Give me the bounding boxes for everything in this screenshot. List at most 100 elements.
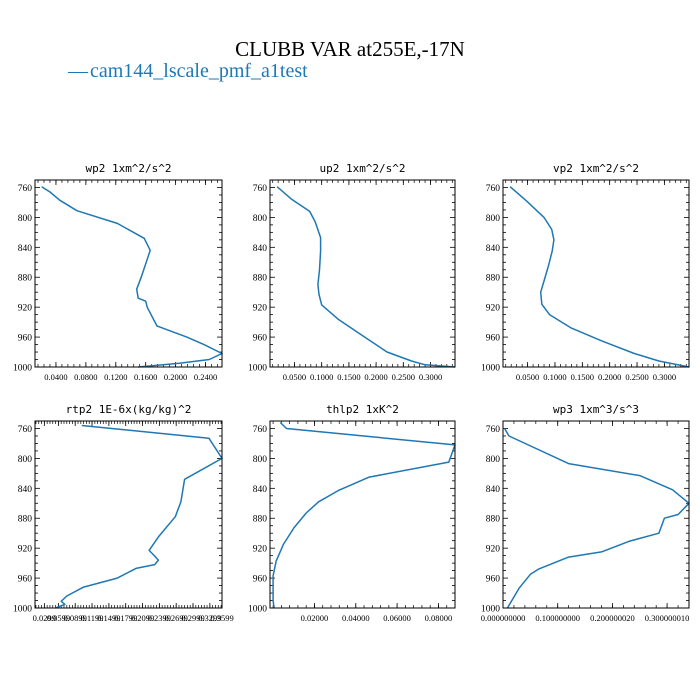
panel-title: thlp2 1xK^2: [326, 403, 399, 416]
x-tick-label: 0.3000: [419, 372, 442, 382]
x-tick-label: 0.1500: [571, 372, 594, 382]
y-tick-label: 880: [18, 274, 33, 284]
panel-title: rtp2 1E-6x(kg/kg)^2: [66, 403, 192, 416]
series-line: [55, 424, 223, 609]
y-tick-label: 920: [253, 545, 268, 555]
y-tick-label: 800: [486, 214, 501, 224]
y-tick-label: 880: [486, 515, 501, 525]
x-tick-label: 0.3000: [653, 372, 676, 382]
y-tick-label: 760: [253, 425, 268, 435]
y-tick-label: 920: [486, 304, 501, 314]
panel-3: vp2 1xm^2/s^2 760 800 840 880 920 960 1000 0.050…: [481, 162, 690, 382]
x-tick-label: 0.1600: [134, 372, 157, 382]
y-tick-label: 960: [253, 575, 268, 585]
y-tick-label: 760: [18, 184, 33, 194]
y-tick-label: 840: [486, 244, 501, 254]
y-tick-label: 800: [486, 455, 501, 465]
x-tick-label: 0.100000000: [535, 613, 580, 623]
x-tick-label: 0.1200: [104, 372, 127, 382]
x-tick-label: 0.1799: [114, 613, 137, 623]
x-tick-label: 0.1000: [543, 372, 566, 382]
y-tick-label: 960: [253, 334, 268, 344]
plot-frame: [269, 420, 456, 609]
y-tick-label: 840: [18, 485, 33, 495]
x-tick-label: 0.300000010: [645, 613, 690, 623]
y-tick-label: 1000: [248, 605, 267, 615]
y-tick-label: 960: [486, 334, 501, 344]
y-tick-label: 920: [486, 545, 501, 555]
x-tick-label: 0.2699: [164, 613, 187, 623]
panel-2: up2 1xm^2/s^2 760 800 840 880 920 960 1000 0.050…: [248, 162, 456, 382]
panel-title: up2 1xm^2/s^2: [319, 162, 405, 175]
y-tick-label: 840: [18, 244, 33, 254]
x-tick-label: 0.3599: [210, 613, 233, 623]
series-line: [509, 186, 690, 368]
series-line: [276, 186, 456, 368]
y-tick-label: 880: [486, 274, 501, 284]
panel-6: wp3 1xm^3/s^3 760 800 840 880 920 960 10000.000…: [481, 403, 690, 623]
x-tick-label: 0.2500: [392, 372, 415, 382]
plot-frame: [34, 420, 223, 609]
x-tick-label: 0.08000: [425, 613, 453, 623]
y-tick-label: 920: [18, 545, 33, 555]
plot-frame: [502, 179, 690, 368]
y-tick-label: 880: [253, 274, 268, 284]
panel-4: rtp2 1E-6x(kg/kg)^2 760 800 840 880 920 960 100…: [13, 403, 234, 623]
y-tick-label: 920: [18, 304, 33, 314]
y-tick-label: 760: [486, 184, 501, 194]
x-tick-label: 0.0500: [516, 372, 539, 382]
y-tick-label: 880: [253, 515, 268, 525]
y-tick-label: 1000: [13, 605, 32, 615]
plot-frame: [34, 179, 223, 368]
panels: wp2 1xm^2/s^2 760 800 840 880 920 960 1000 0.040…: [13, 162, 690, 623]
y-tick-label: 960: [18, 334, 33, 344]
series-line: [503, 428, 690, 609]
y-tick-label: 800: [253, 214, 268, 224]
y-tick-label: 800: [18, 455, 33, 465]
x-tick-label: 0.0400: [44, 372, 67, 382]
x-tick-label: 0.2099: [131, 613, 154, 623]
x-tick-label: 0.200000020: [590, 613, 635, 623]
figure-title: CLUBB VAR at255E,-17N: [235, 37, 465, 61]
y-tick-label: 840: [253, 244, 268, 254]
series-line: [272, 421, 456, 609]
x-tick-label: 0.0800: [74, 372, 97, 382]
y-tick-label: 840: [486, 485, 501, 495]
y-tick-label: 800: [18, 214, 33, 224]
y-tick-label: 960: [18, 575, 33, 585]
legend-marker: —: [67, 60, 89, 82]
y-tick-label: 920: [253, 304, 268, 314]
panel-title: wp2 1xm^2/s^2: [85, 162, 171, 175]
x-tick-label: 0.1500: [337, 372, 360, 382]
y-tick-label: 760: [253, 184, 268, 194]
y-tick-label: 840: [253, 485, 268, 495]
plot-frame: [269, 179, 456, 368]
x-tick-label: 0.02000: [301, 613, 329, 623]
y-tick-label: 1000: [481, 364, 500, 374]
y-tick-label: 760: [486, 425, 501, 435]
y-tick-label: 1000: [248, 364, 267, 374]
y-tick-label: 1000: [13, 364, 32, 374]
x-tick-label: 0.1000: [310, 372, 333, 382]
x-tick-label: 0.2500: [625, 372, 648, 382]
x-tick-label: 0.04000: [342, 613, 370, 623]
legend: — cam144_lscale_pmf_a1test: [67, 60, 308, 82]
y-tick-label: 800: [253, 455, 268, 465]
plot-frame: [502, 420, 690, 609]
y-tick-label: 760: [18, 425, 33, 435]
x-tick-label: 0.2400: [194, 372, 217, 382]
series-line: [41, 186, 223, 368]
y-tick-label: 1000: [481, 605, 500, 615]
panel-1: wp2 1xm^2/s^2 760 800 840 880 920 960 1000 0.040…: [13, 162, 223, 382]
x-tick-label: 0.06000: [383, 613, 411, 623]
x-tick-label: 0.2000: [164, 372, 187, 382]
x-tick-label: 0.0299: [33, 613, 56, 623]
x-tick-label: 0.2000: [598, 372, 621, 382]
x-tick-label: 0.3299: [198, 613, 221, 623]
x-tick-label: 0.0899: [64, 613, 87, 623]
x-tick-label: 0.2000: [364, 372, 387, 382]
y-tick-label: 960: [486, 575, 501, 585]
x-tick-label: 0.000000000: [481, 613, 526, 623]
panel-title: wp3 1xm^3/s^3: [553, 403, 639, 416]
